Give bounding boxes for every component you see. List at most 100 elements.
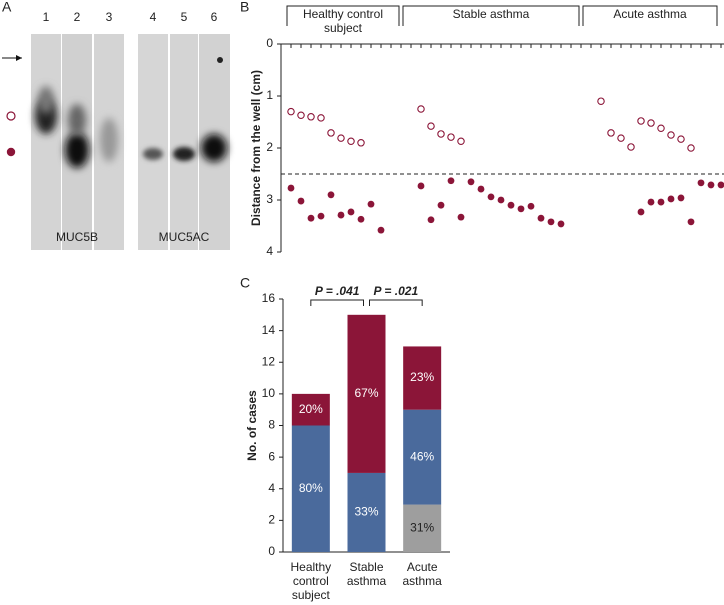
- open-point: [357, 139, 365, 147]
- y-tick-label: 4: [268, 481, 275, 495]
- x-tick-label: Stable asthma: [346, 560, 387, 588]
- group-bracket: [286, 5, 400, 26]
- open-point: [327, 129, 335, 137]
- y-tick-label: 4: [266, 244, 273, 258]
- filled-point: [327, 191, 335, 199]
- filled-point: [447, 177, 455, 185]
- group-label: Healthy control subject: [302, 7, 384, 35]
- filled-point: [287, 184, 295, 192]
- filled-point: [347, 208, 355, 216]
- y-tick-label: 0: [268, 544, 275, 558]
- filled-point: [717, 181, 724, 189]
- open-point: [677, 135, 685, 143]
- filled-point: [437, 201, 445, 209]
- bar-segment: [403, 346, 442, 410]
- filled-point: [377, 226, 385, 234]
- open-point: [317, 114, 325, 122]
- open-point: [457, 137, 465, 145]
- open-point: [427, 122, 435, 130]
- panel-label: C: [240, 275, 250, 291]
- significance-label: P = .021: [374, 284, 419, 298]
- significance-label: P = .041: [315, 284, 360, 298]
- open-point: [417, 105, 425, 113]
- y-tick-label: 0: [266, 36, 273, 50]
- y-tick-label: 6: [268, 449, 275, 463]
- open-point: [347, 137, 355, 145]
- x-tick-label: Acute asthma: [402, 560, 442, 588]
- bar-segment: [347, 472, 386, 552]
- open-point: [297, 111, 305, 119]
- bar-segment: [403, 409, 442, 505]
- filled-point: [507, 201, 515, 209]
- lane-label: 2: [74, 10, 81, 24]
- panel-label: A: [2, 0, 12, 15]
- gel-image: [2, 34, 230, 250]
- x-tick-label: Healthy control subject: [290, 560, 332, 602]
- filled-point: [647, 198, 655, 206]
- group-bracket: [582, 5, 718, 26]
- lane-label: 1: [43, 10, 50, 24]
- open-point: [667, 131, 675, 139]
- y-tick-label: 2: [268, 513, 275, 527]
- y-tick-label: 16: [262, 291, 276, 305]
- significance-bracket: [369, 299, 423, 306]
- lane-label: 4: [150, 10, 157, 24]
- y-tick-label: 8: [268, 418, 275, 432]
- value-label: 31%: [410, 520, 434, 534]
- open-point: [637, 117, 645, 125]
- panel-label: B: [240, 0, 249, 15]
- open-point: [337, 134, 345, 142]
- y-tick-label: 2: [266, 140, 273, 154]
- open-point: [287, 107, 295, 116]
- open-point: [627, 143, 635, 151]
- filled-point: [527, 202, 535, 210]
- marker-label: MUC5AC: [159, 230, 210, 244]
- y-axis-label: No. of cases: [245, 390, 259, 461]
- value-label: 67%: [354, 386, 378, 400]
- filled-point: [317, 212, 325, 220]
- y-tick-label: 12: [262, 354, 276, 368]
- y-tick-label: 3: [266, 192, 273, 206]
- value-label: 23%: [410, 370, 434, 384]
- filled-point: [497, 196, 505, 204]
- open-point: [307, 113, 315, 121]
- value-label: 20%: [299, 402, 323, 416]
- filled-point: [547, 218, 555, 226]
- y-axis-label: Distance from the well (cm): [249, 70, 263, 226]
- filled-point: [467, 178, 475, 186]
- marker-label: MUC5B: [56, 230, 98, 244]
- filled-point: [417, 182, 425, 190]
- filled-point: [637, 208, 645, 216]
- lane-label: 5: [181, 10, 188, 24]
- filled-point: [487, 193, 495, 201]
- filled-point: [297, 197, 305, 205]
- filled-point: [367, 200, 375, 208]
- open-point: [617, 134, 625, 142]
- lane-label: 6: [211, 10, 218, 24]
- open-point: [447, 133, 455, 141]
- open-point: [597, 97, 605, 105]
- lane-label: 3: [106, 10, 113, 24]
- filled-point: [307, 214, 315, 222]
- filled-point: [477, 185, 485, 193]
- filled-point: [677, 194, 685, 202]
- filled-point: [427, 216, 435, 224]
- group-bracket: [402, 5, 580, 26]
- group-label: Stable asthma: [452, 7, 530, 21]
- group-label: Acute asthma: [613, 7, 687, 21]
- filled-point: [697, 179, 705, 187]
- filled-point: [337, 211, 345, 219]
- open-point: [437, 130, 445, 138]
- value-label: 80%: [299, 481, 323, 495]
- y-tick-label: 14: [262, 323, 276, 337]
- value-label: 33%: [354, 505, 378, 519]
- filled-point: [517, 205, 525, 213]
- y-tick-label: 1: [266, 88, 273, 102]
- filled-point: [537, 214, 545, 222]
- open-point: [687, 144, 695, 152]
- bar-segment: [291, 393, 330, 426]
- significance-bracket: [310, 299, 364, 306]
- filled-point: [357, 215, 365, 223]
- filled-point: [707, 181, 715, 189]
